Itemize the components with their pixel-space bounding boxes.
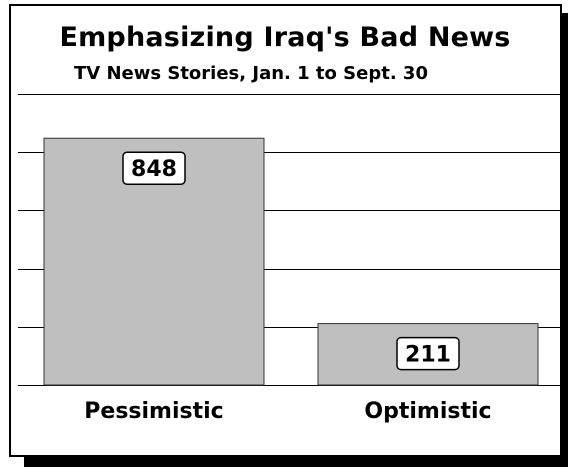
- data-label-pessimistic: 848: [131, 157, 177, 182]
- data-labels: 848 211: [122, 151, 460, 371]
- data-label-optimistic: 211: [405, 343, 451, 368]
- data-label-box: [396, 336, 460, 371]
- category-label-optimistic: Optimistic: [364, 399, 491, 424]
- category-labels: Pessimistic Optimistic: [84, 399, 491, 424]
- category-label-pessimistic: Pessimistic: [84, 399, 223, 424]
- data-label-box: [122, 151, 186, 185]
- bars: [43, 137, 539, 386]
- chart-title: Emphasizing Iraq's Bad News: [59, 22, 511, 53]
- chart-subtitle: TV News Stories, Jan. 1 to Sept. 30: [74, 63, 428, 84]
